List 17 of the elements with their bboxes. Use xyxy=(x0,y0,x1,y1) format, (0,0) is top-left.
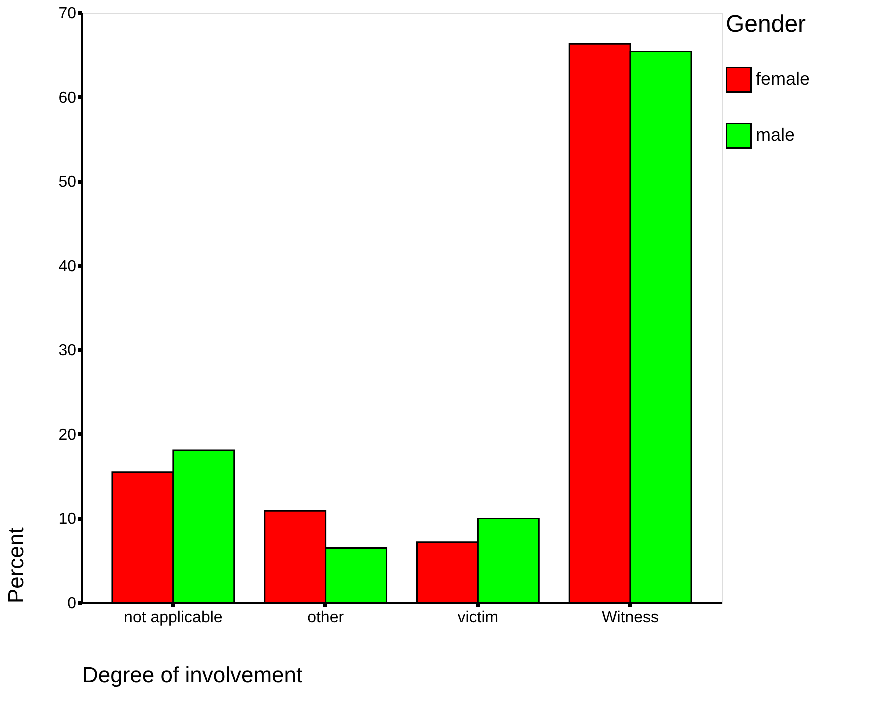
y-tick-label: 30 xyxy=(58,342,77,360)
x-tick-label: other xyxy=(308,610,345,626)
x-tick-label: victim xyxy=(458,610,499,626)
y-tick-label: 40 xyxy=(58,258,77,276)
x-tick-label: Witness xyxy=(602,610,660,626)
y-tick-label: 70 xyxy=(58,6,77,22)
y-tick-label: 50 xyxy=(58,174,77,192)
y-tick-label: 60 xyxy=(58,90,77,107)
y-tick-label: 10 xyxy=(58,511,77,528)
legend-title: Gender xyxy=(726,11,806,38)
legend-label: male xyxy=(756,125,796,145)
x-axis-title: Degree of involvement xyxy=(82,662,303,688)
x-tick-label: not applicable xyxy=(124,610,223,626)
y-tick-label: 20 xyxy=(58,426,77,444)
y-axis-title: Percent xyxy=(4,528,29,604)
y-tick-label: 0 xyxy=(68,596,77,612)
legend-label: female xyxy=(756,69,810,89)
